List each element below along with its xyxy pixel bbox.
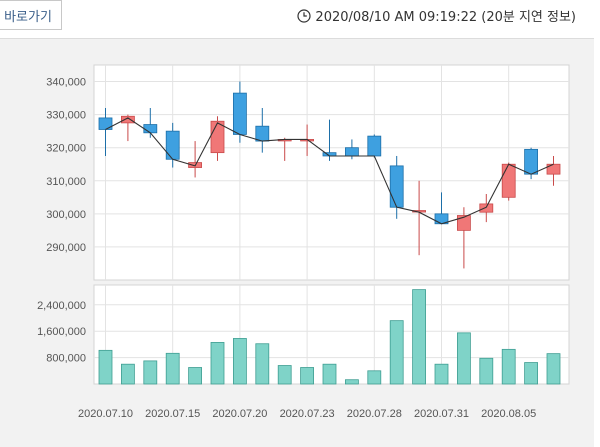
volume-bar — [434, 363, 449, 385]
x-tick-label: 2020.07.28 — [347, 408, 402, 420]
candle-body — [121, 115, 135, 124]
volume-bar — [546, 353, 561, 385]
price-tick-label: 320,000 — [46, 143, 86, 155]
volume-bar — [524, 362, 538, 385]
volume-bar — [255, 343, 270, 385]
x-tick-label: 2020.07.31 — [414, 408, 469, 420]
price-panel — [93, 64, 570, 281]
candle-body — [501, 163, 516, 198]
volume-bar — [367, 370, 382, 385]
x-tick-label: 2020.07.10 — [78, 408, 133, 420]
stock-chart: 290,000 300,000 310,000 320,000 330,000 340,0… — [37, 64, 570, 420]
candle-body — [367, 135, 382, 157]
price-tick-label: 300,000 — [46, 209, 86, 221]
chart-frame: 290,000 300,000 310,000 320,000 330,000 340,0… — [0, 38, 594, 447]
timestamp-text: 2020/08/10 AM 09:19:22 (20분 지연 정보) — [315, 10, 576, 25]
candle-body — [165, 130, 180, 160]
candle-body — [344, 147, 359, 157]
candle-body — [479, 203, 494, 213]
timestamp-area: 2020/08/10 AM 09:19:22 (20분 지연 정보) — [297, 6, 576, 25]
volume-bar — [121, 363, 135, 385]
volume-bar — [479, 357, 494, 385]
candle-body — [524, 148, 538, 175]
volume-bar — [456, 332, 471, 385]
volume-tick-label: 1,600,000 — [37, 326, 86, 338]
candle-body — [210, 120, 225, 154]
volume-bar — [210, 342, 225, 385]
candle-body — [255, 125, 270, 142]
price-tick-label: 290,000 — [46, 242, 86, 254]
x-tick-label: 2020.07.15 — [145, 408, 200, 420]
clock-icon — [297, 8, 312, 23]
volume-tick-label: 2,400,000 — [37, 300, 86, 312]
candle-body — [456, 215, 471, 231]
volume-bar — [277, 365, 292, 385]
x-tick-label: 2020.07.23 — [280, 408, 335, 420]
volume-bar — [412, 289, 427, 385]
x-tick-label: 2020.08.05 — [481, 408, 536, 420]
volume-bar — [188, 367, 203, 385]
volume-bar — [389, 320, 404, 385]
volume-bar — [165, 352, 180, 385]
price-tick-label: 330,000 — [46, 110, 86, 122]
close-price-line — [105, 117, 554, 225]
volume-bar — [232, 338, 247, 385]
volume-bar — [98, 349, 113, 385]
candle-body — [143, 124, 158, 134]
shortcut-button[interactable]: 바로가기 — [0, 0, 62, 30]
volume-bar — [143, 360, 158, 385]
candle-body — [389, 165, 404, 208]
volume-bar — [501, 348, 516, 385]
candle-body — [98, 117, 113, 130]
volume-bar — [300, 367, 315, 385]
volume-bar — [322, 363, 337, 385]
candle-body — [232, 92, 247, 135]
price-tick-label: 340,000 — [46, 77, 86, 89]
x-tick-label: 2020.07.20 — [212, 408, 267, 420]
volume-tick-label: 800,000 — [46, 353, 86, 365]
price-tick-label: 310,000 — [46, 176, 86, 188]
volume-bar — [344, 379, 359, 385]
